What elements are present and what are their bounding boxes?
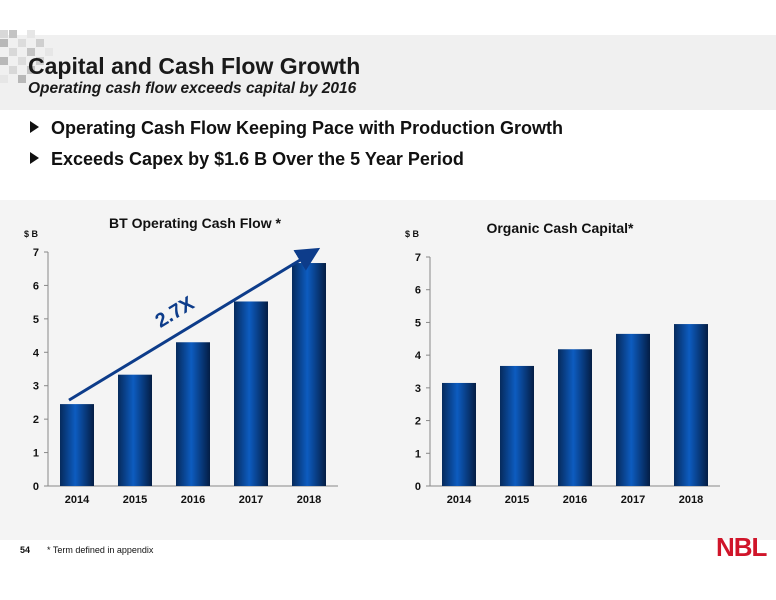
bar: [234, 301, 268, 486]
page-subtitle: Operating cash flow exceeds capital by 2…: [28, 80, 357, 97]
x-tick-label: 2017: [621, 494, 645, 506]
mosaic-tile: [36, 57, 44, 65]
mosaic-tile: [27, 30, 35, 38]
y-tick-label: 1: [415, 448, 421, 460]
y-tick-label: 5: [415, 317, 421, 329]
mosaic-tile: [9, 30, 17, 38]
chart-organic-cash-capital: Organic Cash Capital* $ B 0 1 2 3 4 5 6 7 2014 2015…: [405, 220, 720, 506]
y-tick-label: 3: [33, 381, 39, 393]
bullet-triangle-icon: [30, 152, 39, 164]
page-title: Capital and Cash Flow Growth: [28, 53, 361, 79]
mosaic-tile: [27, 66, 35, 74]
chart-title: Organic Cash Capital*: [486, 220, 634, 236]
growth-arrow: [68, 247, 321, 402]
y-tick-label: 4: [415, 350, 422, 362]
bar: [442, 382, 476, 486]
y-tick-label: 6: [33, 280, 39, 292]
chart-operating-cash-flow: BT Operating Cash Flow * $ B 0 1 2 3 4 5 6 7 2014 2…: [24, 215, 338, 506]
y-tick-label: 4: [33, 347, 40, 359]
mosaic-decoration: [0, 30, 60, 90]
y-axis-unit-label: $ B: [24, 229, 39, 239]
y-tick-label: 2: [33, 414, 39, 426]
x-tick-label: 2016: [181, 494, 205, 506]
bar: [616, 333, 650, 486]
bar: [500, 365, 534, 486]
bar: [60, 404, 94, 486]
bottom-band: [0, 565, 776, 600]
mosaic-tile: [0, 39, 8, 47]
x-tick-label: 2014: [65, 494, 90, 506]
x-tick-label: 2018: [679, 494, 703, 506]
x-tick-label: 2014: [447, 494, 472, 506]
bar: [558, 349, 592, 486]
bullet-item-2: Exceeds Capex by $1.6 B Over the 5 Year …: [30, 149, 464, 170]
mosaic-tile: [0, 75, 8, 83]
bullet-item-1: Operating Cash Flow Keeping Pace with Pr…: [30, 118, 563, 139]
x-tick-label: 2015: [123, 494, 147, 506]
y-axis-unit-label: $ B: [405, 229, 420, 239]
bullet-text: Operating Cash Flow Keeping Pace with Pr…: [51, 118, 564, 138]
bar: [176, 342, 210, 486]
x-tick-label: 2015: [505, 494, 529, 506]
mosaic-tile: [45, 48, 53, 56]
y-tick-label: 0: [415, 481, 421, 493]
x-tick-label: 2017: [239, 494, 263, 506]
mosaic-tile: [0, 30, 8, 38]
mosaic-tile: [0, 57, 8, 65]
mosaic-tile: [18, 57, 26, 65]
y-tick-label: 3: [415, 383, 421, 395]
company-logo: NBL: [716, 532, 767, 562]
page-number: 54: [20, 545, 31, 555]
y-tick-label: 0: [33, 481, 39, 493]
mosaic-tile: [9, 66, 17, 74]
mosaic-tile: [27, 48, 35, 56]
chart-title: BT Operating Cash Flow *: [109, 215, 281, 231]
bar: [674, 324, 708, 486]
bar: [292, 263, 326, 486]
y-tick-label: 7: [33, 247, 39, 259]
y-tick-label: 7: [415, 252, 421, 264]
mosaic-tile: [18, 75, 26, 83]
header-band: [0, 35, 776, 110]
mosaic-tile: [9, 48, 17, 56]
y-tick-label: 6: [415, 285, 421, 297]
bullet-triangle-icon: [30, 121, 39, 133]
bar: [118, 374, 152, 486]
y-tick-label: 2: [415, 416, 421, 428]
bullet-text: Exceeds Capex by $1.6 B Over the 5 Year …: [51, 149, 464, 169]
y-tick-label: 1: [33, 448, 39, 460]
y-tick-label: 5: [33, 314, 39, 326]
footnote: * Term defined in appendix: [47, 545, 154, 555]
x-tick-label: 2016: [563, 494, 587, 506]
x-tick-label: 2018: [297, 494, 321, 506]
mosaic-tile: [36, 39, 44, 47]
mosaic-tile: [18, 39, 26, 47]
